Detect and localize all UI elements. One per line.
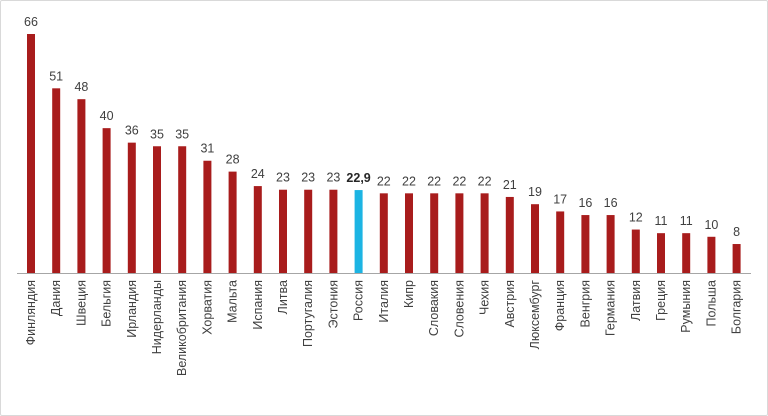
category-label-15: Кипр [402,280,416,308]
bar-1 [52,88,61,273]
category-label-3: Бельгия [100,280,114,327]
value-label-4: 36 [125,124,139,138]
value-label-26: 11 [680,214,693,228]
category-label-14: Италия [377,280,391,323]
bar-8 [228,171,237,273]
category-label-1: Дания [49,280,63,316]
bar-11 [304,189,313,273]
category-label-2: Швеция [74,280,88,326]
value-label-7: 31 [200,142,214,156]
bar-16 [430,193,439,273]
category-label-22: Венгрия [578,280,592,327]
category-label-13: Россия [352,280,366,321]
category-label-20: Люксембург [528,280,542,350]
value-label-21: 17 [553,192,567,206]
value-label-14: 22 [377,174,391,188]
value-label-6: 35 [175,127,189,141]
category-label-18: Чехия [478,280,492,315]
value-label-3: 40 [100,109,114,123]
bar-28 [732,244,741,273]
category-label-8: Мальта [226,280,240,323]
value-label-22: 16 [578,196,592,210]
value-label-13: 22,9 [346,171,370,185]
category-labels-group: Финляндия Дания Швеция Бельгия Ирландия Нидер… [24,280,744,376]
value-labels-group: 66 51 48 40 36 35 35 31 28 24 23 23 23 22,9 22 22 22 22 22… [24,15,740,239]
value-label-11: 23 [301,171,315,185]
bar-5 [153,146,161,273]
category-label-21: Франция [553,280,567,331]
category-label-17: Словения [452,280,466,338]
bar-15 [405,193,413,273]
category-label-6: Великобритания [175,280,189,376]
bar-13 [354,190,363,273]
category-label-27: Польша [704,280,718,326]
bar-18 [480,193,489,273]
value-label-28: 8 [733,225,740,239]
value-label-27: 10 [704,218,718,232]
bar-14 [379,193,388,273]
bar-3 [102,128,111,273]
category-label-7: Хорватия [200,280,214,335]
category-label-19: Австрия [503,280,517,328]
value-label-20: 19 [528,185,542,199]
value-label-18: 22 [478,174,492,188]
bar-4 [127,142,136,273]
bar-22 [581,215,590,273]
value-label-9: 24 [251,167,265,181]
value-label-10: 23 [276,171,290,185]
bar-17 [455,193,464,273]
bar-20 [531,204,539,273]
bar-9 [253,186,262,273]
value-label-15: 22 [402,174,416,188]
category-label-11: Португалия [301,280,315,347]
bar-27 [707,236,716,273]
bar-25 [657,233,665,273]
bar-6 [178,146,187,273]
value-label-2: 48 [74,80,88,94]
category-label-10: Литва [276,280,290,314]
bar-26 [682,233,691,273]
category-label-28: Болгария [730,280,744,334]
category-label-25: Греция [654,280,668,321]
category-label-9: Испания [251,280,265,330]
bar-19 [505,196,514,273]
bars-group [27,34,741,274]
category-label-5: Нидерланды [150,280,164,354]
category-label-24: Латвия [629,280,643,321]
category-label-26: Румыния [679,280,693,333]
bar-10 [279,189,287,273]
value-label-17: 22 [452,174,466,188]
category-label-16: Словакия [427,280,441,336]
bar-2 [77,99,86,274]
value-label-5: 35 [150,127,164,141]
bar-23 [606,215,615,273]
value-label-23: 16 [604,196,618,210]
value-label-24: 12 [629,211,643,225]
value-label-16: 22 [427,174,441,188]
category-label-12: Эстония [326,280,340,328]
bar-7 [203,160,212,273]
category-label-23: Германия [604,280,618,336]
category-label-4: Ирландия [125,280,139,338]
value-label-1: 51 [49,69,63,83]
value-label-0: 66 [24,15,38,29]
bar-12 [329,189,338,273]
value-label-8: 28 [226,153,240,167]
value-label-12: 23 [326,171,340,185]
bar-24 [631,229,640,273]
category-label-0: Финляндия [24,280,38,345]
value-label-25: 11 [655,214,668,228]
bar-0 [27,34,35,273]
bar-21 [556,211,565,273]
value-label-19: 21 [503,178,517,192]
